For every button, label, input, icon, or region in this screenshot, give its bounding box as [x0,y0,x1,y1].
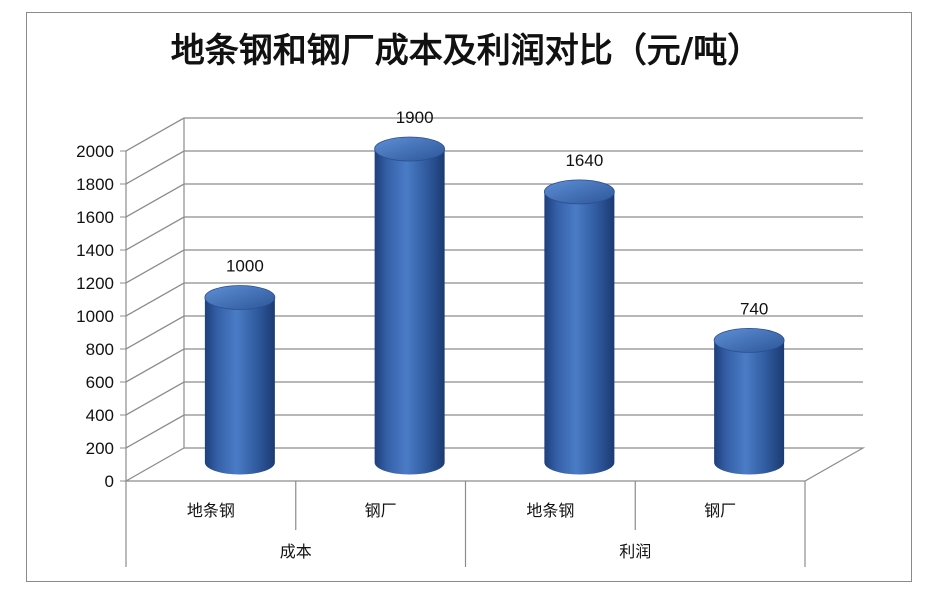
data-label: 740 [740,299,768,318]
data-labels: 1000 1900 1640 740 [226,108,768,318]
bar [713,327,785,475]
gridline [125,117,863,152]
data-label: 1900 [396,108,434,127]
y-tick-label: 0 [105,472,114,491]
bar-body [204,297,275,475]
gridline [125,381,863,416]
bar-body [714,340,785,475]
y-tick-label: 1200 [76,274,114,293]
gridline [125,216,863,251]
bar-top [543,179,615,205]
bar-top [374,136,446,162]
gridline [125,249,863,284]
y-tick-label: 1600 [76,208,114,227]
gridline [125,348,863,383]
y-tick-label: 800 [86,340,114,359]
data-label: 1000 [226,257,264,276]
y-tick-label: 1800 [76,175,114,194]
x-group-label: 成本 [280,542,312,561]
chart-frame [26,12,912,582]
y-tick-label: 400 [86,406,114,425]
bar [374,136,446,475]
gridline [125,315,863,350]
bar-top [204,285,276,310]
data-label: 1640 [565,151,603,170]
bar [204,285,276,475]
y-axis-ticks: 0 200 400 600 800 1000 1200 1400 1600 1800 2000 [76,142,126,491]
bar-body [544,191,615,475]
x-category-label: 地条钢 [526,501,574,520]
bar [543,179,615,475]
bar-body [374,149,445,475]
y-tick-label: 1400 [76,241,114,260]
bars [204,136,785,475]
y-tick-label: 200 [86,439,114,458]
x-category-label: 钢厂 [365,501,397,520]
chart-title: 地条钢和钢厂成本及利润对比（元/吨） [171,31,761,71]
x-axis: 地条钢 钢厂 地条钢 钢厂成本 利润 [125,481,806,567]
gridline [125,150,863,185]
gridline [125,282,863,317]
y-tick-label: 600 [86,373,114,392]
bar-top [713,327,785,353]
gridlines [125,117,863,449]
x-category-label: 钢厂 [704,501,736,520]
x-category-label: 地条钢 [187,501,235,520]
gridline [125,414,863,449]
plot-floor [123,447,866,482]
x-group-label: 利润 [619,542,651,561]
y-tick-label: 1000 [76,307,114,326]
gridline [125,183,863,218]
y-tick-label: 2000 [76,142,114,161]
